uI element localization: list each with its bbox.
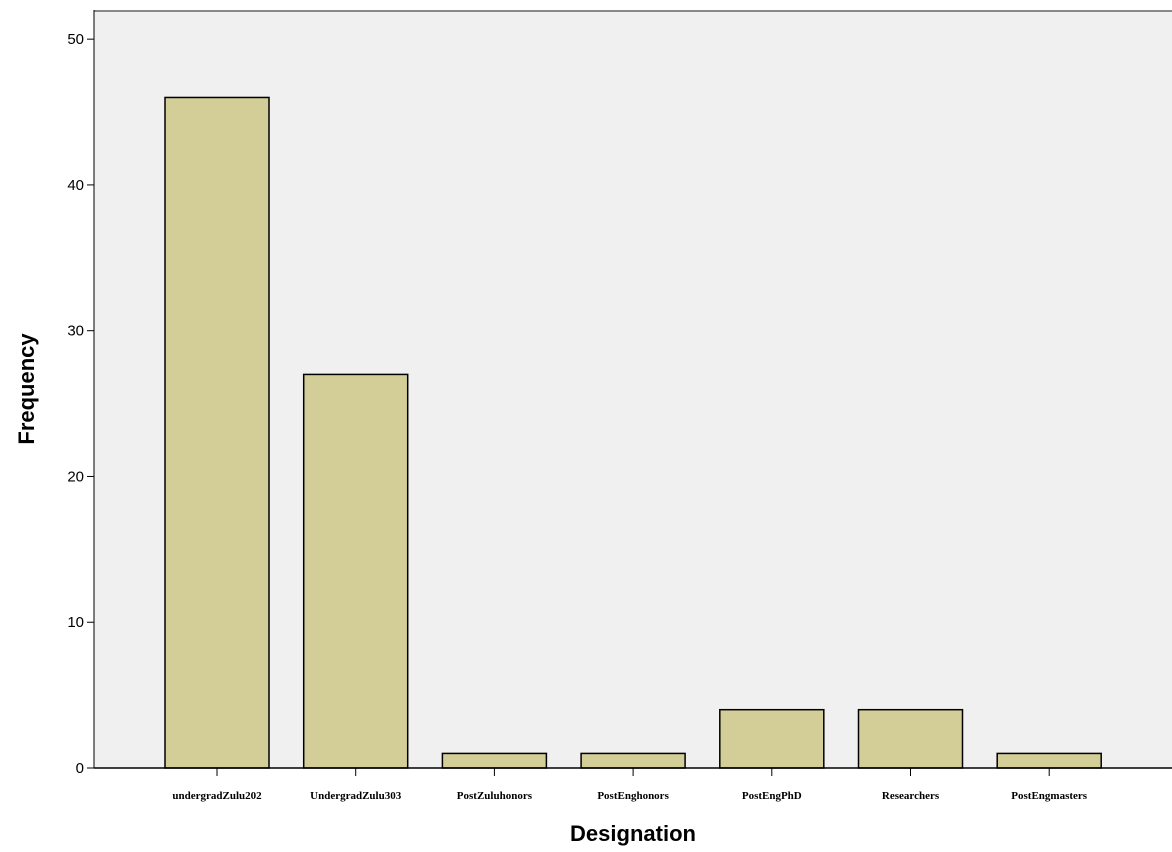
x-tick-label: Researchers xyxy=(882,790,940,802)
bar-Researchers xyxy=(857,708,964,769)
y-tick-label: 40 xyxy=(67,177,84,194)
bar-PostZuluhonors xyxy=(441,752,548,769)
bar-PostEnghonors xyxy=(580,752,686,769)
x-tick-label: UndergradZulu303 xyxy=(310,790,402,802)
bar-undergradZulu202 xyxy=(164,96,270,769)
y-tick-label: 20 xyxy=(67,468,84,485)
x-axis-ticks: undergradZulu202 UndergradZulu303 PostZulu… xyxy=(172,768,1088,802)
x-tick-label: undergradZulu202 xyxy=(172,790,262,802)
y-axis-title: Frequency xyxy=(14,333,39,445)
plot-area xyxy=(94,10,1172,768)
x-tick-label: PostEngPhD xyxy=(742,790,802,802)
bar-PostEngmasters xyxy=(996,752,1102,769)
y-tick-label: 0 xyxy=(76,760,84,777)
x-tick-label: PostEngmasters xyxy=(1011,790,1087,802)
y-tick-label: 50 xyxy=(67,31,84,48)
x-tick-label: PostEnghonors xyxy=(597,790,669,802)
x-tick-label: PostZuluhonors xyxy=(457,790,533,802)
y-tick-label: 30 xyxy=(67,323,84,340)
y-tick-label: 10 xyxy=(67,614,84,631)
x-axis-title: Designation xyxy=(570,821,696,846)
bar-PostEngPhD xyxy=(719,708,825,769)
y-axis-ticks: 0 10 20 30 40 50 xyxy=(67,31,94,777)
bar-UndergradZulu303 xyxy=(302,373,409,769)
